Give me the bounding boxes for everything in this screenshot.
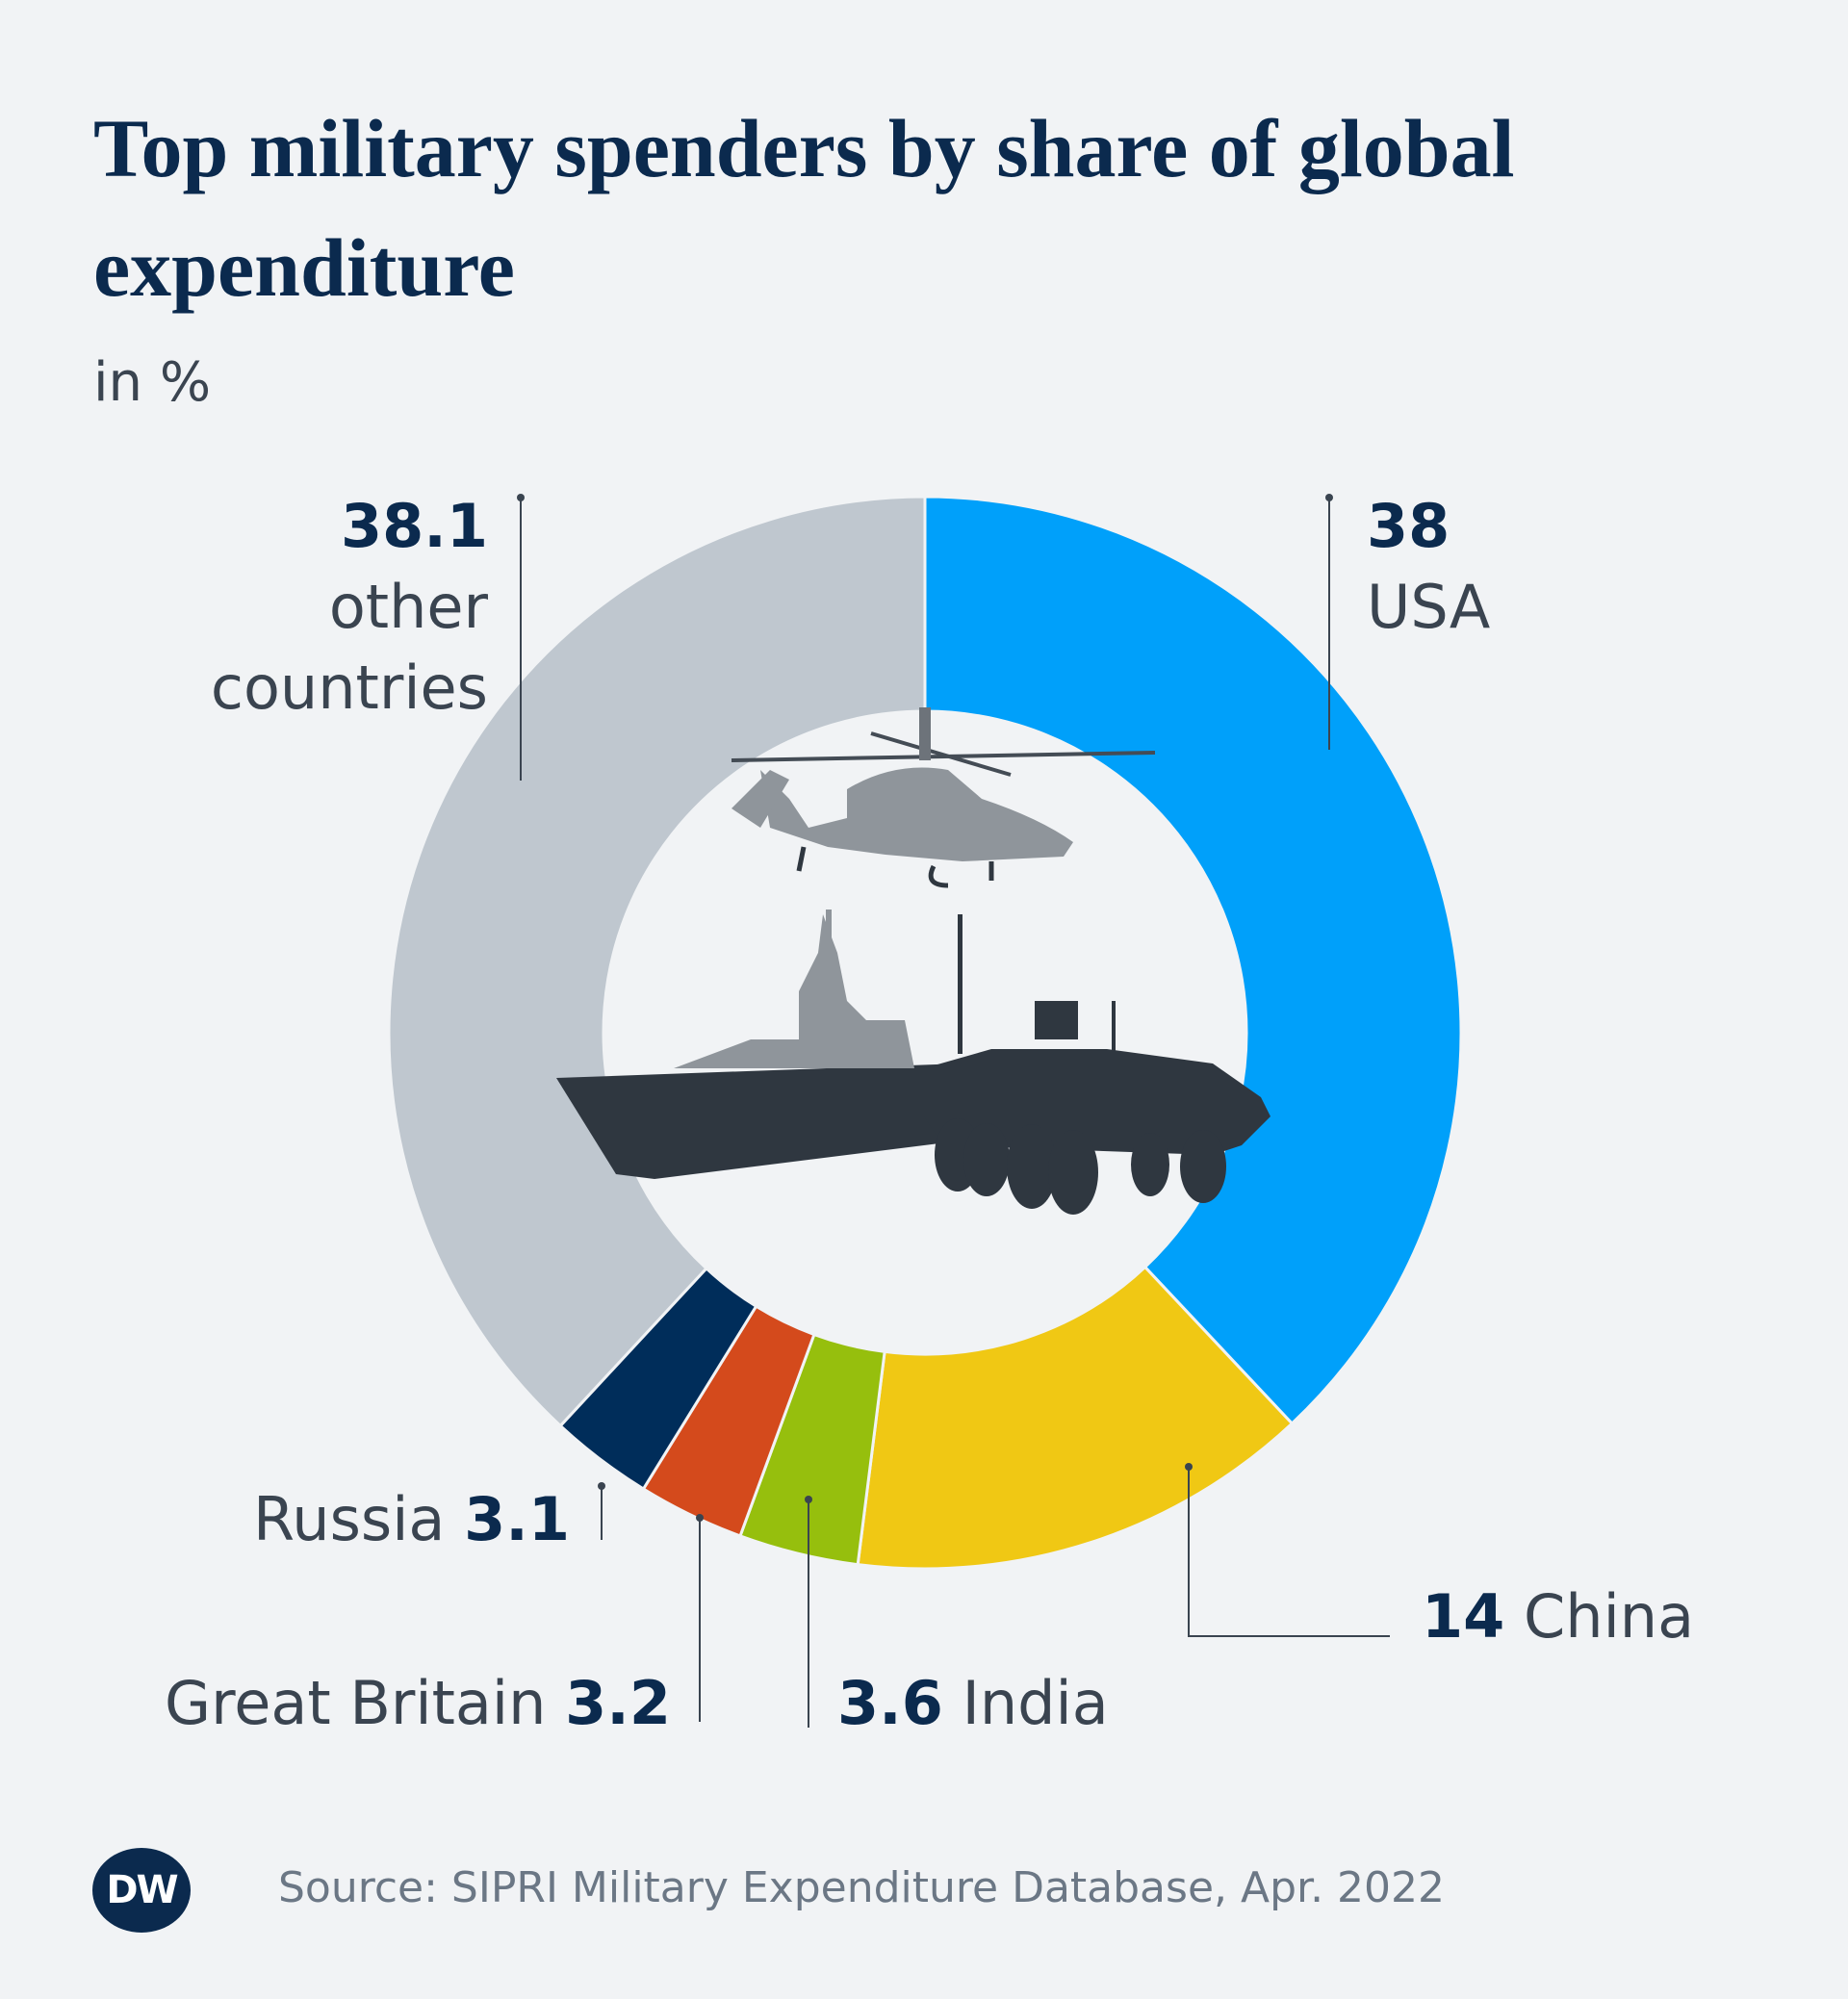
leader-dot [1185, 1463, 1193, 1471]
segment-label: 14 China [1422, 1576, 1845, 1657]
segment-label: 3.6 India [837, 1663, 1222, 1744]
donut-segment [856, 1265, 1295, 1571]
segment-label: 38 USA [1367, 486, 1848, 648]
value-label: 38.1 [341, 491, 488, 561]
leader-dot [517, 494, 525, 501]
segment-label: Great Britain 3.2 [96, 1663, 671, 1744]
source-note: Source: SIPRI Military Expenditure Datab… [278, 1863, 1446, 1912]
leader-line [1188, 1467, 1390, 1637]
chart-subtitle: in % [93, 351, 212, 414]
donut-segment [923, 495, 1463, 1426]
donut-segment [387, 495, 927, 1428]
category-label: Russia [253, 1484, 446, 1554]
value-label: 14 [1422, 1581, 1505, 1652]
logo: DW [92, 1848, 191, 1933]
leader-dot [598, 1482, 605, 1490]
leader-dot [805, 1496, 812, 1503]
segment-label: Russia 3.1 [96, 1479, 570, 1560]
category-label: Great Britain [165, 1668, 547, 1738]
value-label: 38 [1367, 491, 1450, 561]
category-label: other countries [210, 572, 488, 723]
category-label: China [1524, 1581, 1695, 1652]
segment-label: 38.1 other countries [144, 486, 488, 729]
chart-title: Top military spenders by share of global… [93, 102, 1515, 314]
illustration [556, 707, 1270, 1215]
category-label: USA [1367, 572, 1491, 642]
category-label: India [962, 1668, 1109, 1738]
value-label: 3.2 [565, 1668, 671, 1738]
leader-dot [1325, 494, 1333, 501]
value-label: 3.6 [837, 1668, 943, 1738]
value-label: 3.1 [464, 1484, 570, 1554]
leader-dot [696, 1514, 704, 1522]
